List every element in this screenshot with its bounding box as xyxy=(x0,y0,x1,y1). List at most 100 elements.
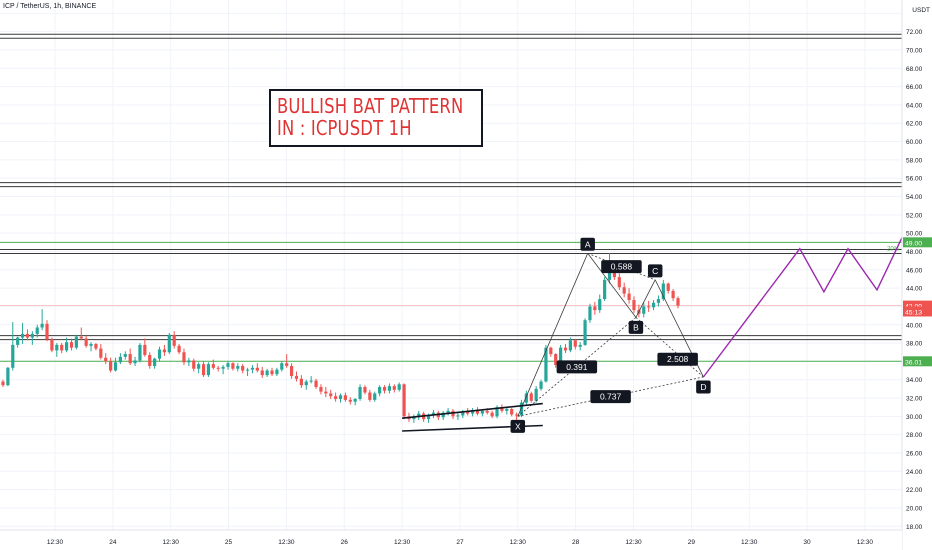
candle-body xyxy=(226,363,230,367)
candle-body xyxy=(505,409,509,411)
ratio-line-bd xyxy=(635,317,704,378)
point-label-d-bg xyxy=(696,380,711,394)
pattern-annotation-line1: BULLISH BAT PATTERN xyxy=(277,94,464,118)
candle-body xyxy=(500,407,504,411)
projection-path xyxy=(702,217,931,378)
ratio-label-bd: 2.508 xyxy=(667,354,689,364)
candle-body xyxy=(358,387,362,399)
candle-body xyxy=(11,344,15,368)
channel-upper xyxy=(402,402,543,419)
price-label: 36.01 xyxy=(905,359,922,366)
price-axis[interactable]: USDT 72.00 70.00 68.00 66.00 64.00 62.00 60.00 5… xyxy=(901,0,932,550)
candle-body xyxy=(299,378,303,386)
price-tick-label: 22.00 xyxy=(906,487,923,494)
candle-body xyxy=(104,357,108,362)
candle-body xyxy=(55,344,59,351)
candle-body xyxy=(559,347,563,366)
candle-body xyxy=(485,410,489,413)
candle-body xyxy=(20,333,25,338)
candle-body xyxy=(461,411,465,416)
candle-body xyxy=(617,277,621,288)
chart-grid xyxy=(0,0,902,530)
candle-body xyxy=(676,298,680,306)
price-tick-label: 70.00 xyxy=(906,47,923,54)
candle-body xyxy=(329,393,333,397)
candle-body xyxy=(622,287,626,294)
point-label-x: X xyxy=(515,421,521,431)
candle-body xyxy=(431,412,436,416)
point-label-d: D xyxy=(700,382,706,392)
candle-body xyxy=(426,415,431,420)
candle-body xyxy=(446,410,450,413)
price-tick-label: 72.00 xyxy=(906,29,923,36)
point-label-c: C xyxy=(652,266,658,276)
candle-body xyxy=(211,364,215,368)
price-tick-label: 20.00 xyxy=(906,505,923,512)
ratio-label-xd: 0.737 xyxy=(600,392,622,402)
candle-body xyxy=(578,344,582,347)
candle-body xyxy=(182,352,186,363)
point-label-c-bg xyxy=(647,264,663,278)
time-axis-bg xyxy=(0,530,902,550)
candle-body xyxy=(206,364,211,376)
candle-body xyxy=(514,414,519,416)
candle-body xyxy=(573,340,577,347)
time-tick-label: 12:30 xyxy=(741,539,758,546)
candle-body xyxy=(368,392,372,400)
point-label-b: B xyxy=(633,322,639,332)
time-tick-label: 12:30 xyxy=(163,539,180,546)
candle-body xyxy=(412,417,416,420)
candle-body xyxy=(197,364,201,369)
price-tick-label: 56.00 xyxy=(906,176,923,183)
price-tick-label: 30.00 xyxy=(906,414,923,421)
candle-body xyxy=(568,340,572,351)
candle-body xyxy=(480,410,484,414)
price-label-bg xyxy=(903,356,932,367)
point-label-b-bg xyxy=(628,320,644,334)
candle-body xyxy=(157,349,162,359)
candle-body xyxy=(524,393,528,403)
candle-body xyxy=(466,411,470,414)
candle-body xyxy=(544,347,548,382)
candle-body xyxy=(60,344,64,351)
candle-body xyxy=(6,367,10,386)
time-tick-label: 12:30 xyxy=(278,539,295,546)
candle-body xyxy=(397,384,401,390)
price-label-bg xyxy=(903,306,932,317)
candle-body xyxy=(475,409,480,414)
price-tick-label: 38.00 xyxy=(906,341,923,348)
candle-body xyxy=(549,347,553,355)
candle-body xyxy=(172,334,176,346)
candle-body xyxy=(148,354,152,366)
candlestick-series xyxy=(1,253,680,423)
candle-body xyxy=(69,342,74,348)
point-label-a-bg xyxy=(580,237,595,251)
candle-body xyxy=(89,343,93,346)
leg-bc xyxy=(635,279,656,318)
candle-body xyxy=(656,299,661,303)
price-tick-label: 60.00 xyxy=(906,139,923,146)
candle-body xyxy=(133,360,137,364)
candle-body xyxy=(275,369,279,375)
candle-body xyxy=(348,399,352,402)
candle-body xyxy=(201,364,206,376)
candle-body xyxy=(40,323,44,328)
price-tick-label: 68.00 xyxy=(906,66,923,73)
candle-body xyxy=(632,300,636,311)
candle-body xyxy=(30,333,34,338)
price-tick-label: 66.00 xyxy=(906,84,923,91)
candle-body xyxy=(661,283,665,300)
candle-body xyxy=(353,398,357,402)
candle-body xyxy=(255,367,259,371)
candle-body xyxy=(495,407,499,417)
candle-body xyxy=(529,393,533,401)
time-tick-label: 26 xyxy=(341,539,349,546)
level-note: 20% xyxy=(887,246,900,252)
candle-body xyxy=(241,365,245,371)
ratio-label-ac-bg xyxy=(601,260,642,274)
candle-body xyxy=(285,363,289,366)
time-axis[interactable]: 12:30 24 12:30 25 12:30 26 12:30 27 12:30 28 12:30… xyxy=(0,529,902,550)
price-label: 45:13 xyxy=(905,309,922,316)
candle-body xyxy=(563,347,568,351)
